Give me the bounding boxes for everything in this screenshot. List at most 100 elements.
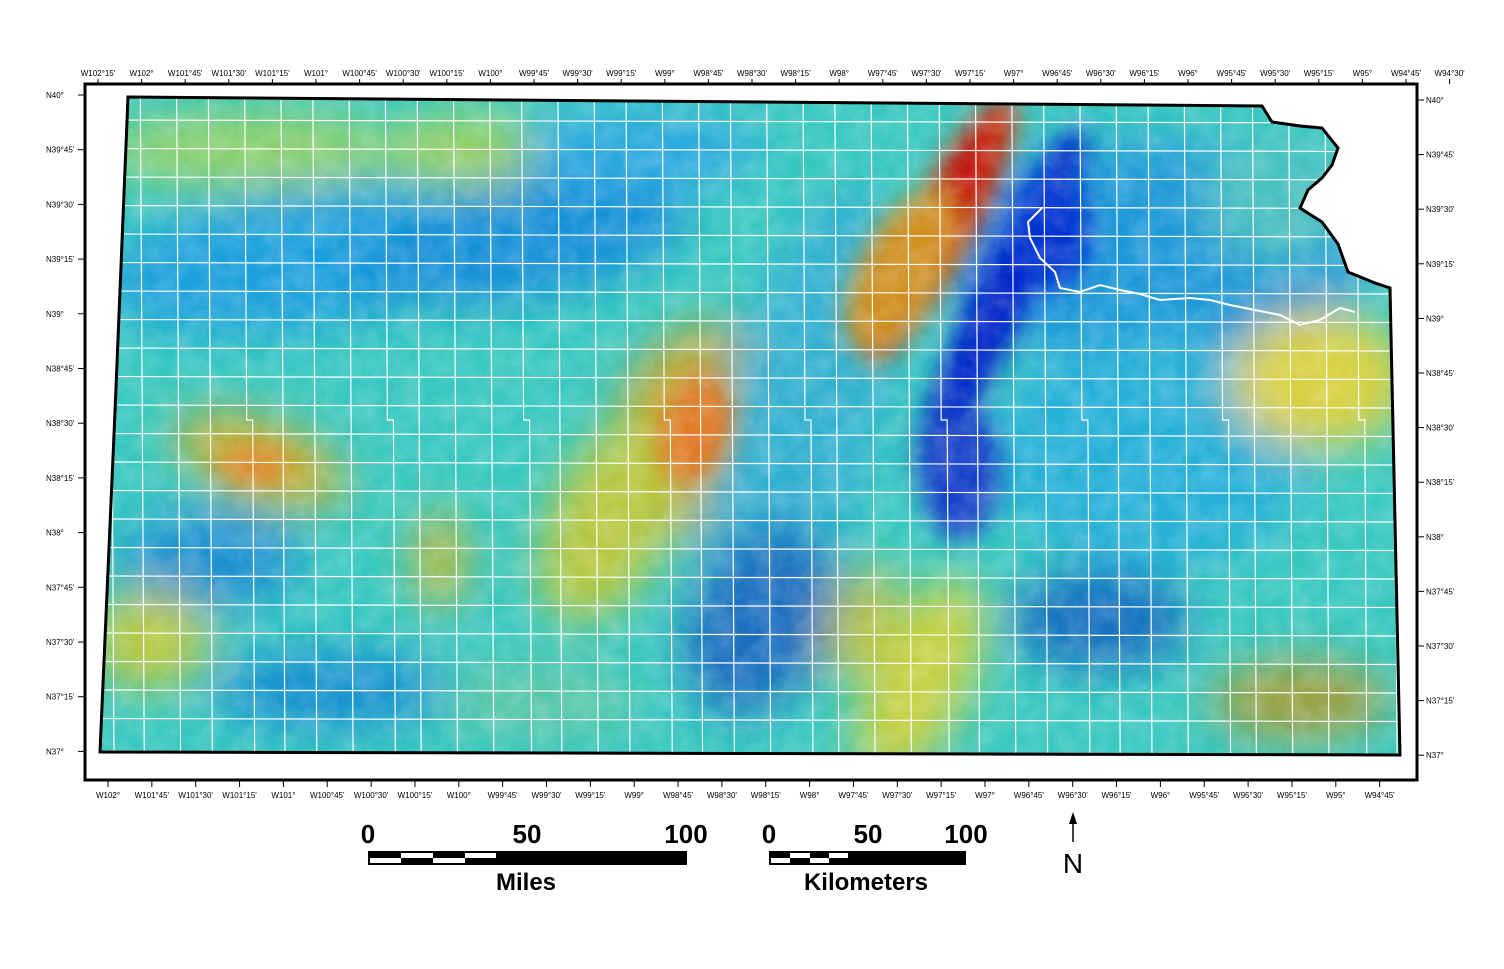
bottom-longitude-label: W101°15' (222, 791, 257, 800)
top-longitude-label: W98°15' (781, 69, 812, 78)
state-outline (98, 95, 1402, 757)
grid-line-vertical (1115, 97, 1121, 755)
top-longitude-label: W101° (304, 69, 328, 78)
bottom-longitude-label: W97° (975, 791, 995, 800)
left-latitude-label: N38° (46, 529, 64, 538)
top-longitude-label: W101°30' (212, 69, 247, 78)
bottom-longitude-label: W95°30' (1233, 791, 1264, 800)
grid-line-horizontal (100, 404, 1400, 409)
grid-line-vertical (557, 97, 563, 755)
bottom-longitude-label: W97°15' (926, 791, 957, 800)
bottom-longitude-label: W96°30' (1058, 791, 1089, 800)
bottom-longitude-label: W98°30' (707, 791, 738, 800)
top-longitude-label: W97°30' (911, 69, 942, 78)
top-longitude-label: W98°45' (693, 69, 724, 78)
top-longitude-label: W95°45' (1217, 69, 1248, 78)
grid-line-vertical (661, 97, 673, 755)
grid-line-vertical (521, 97, 533, 755)
grid-line-horizontal (100, 575, 1400, 580)
grid-line-vertical (1043, 97, 1049, 755)
right-latitude-label: N39°45' (1426, 151, 1455, 160)
top-longitude-label: W98° (829, 69, 849, 78)
grid-line-vertical (1251, 97, 1257, 755)
left-latitude-label: N39°45' (46, 146, 75, 155)
top-longitude-label: W100°45' (342, 69, 377, 78)
top-longitude-label: W100° (478, 69, 502, 78)
top-longitude-label: W96°30' (1086, 69, 1117, 78)
right-latitude-label: N38°15' (1426, 478, 1455, 487)
grid-line-horizontal (100, 689, 1400, 694)
top-longitude-label: W99°15' (606, 69, 637, 78)
right-latitude-label: N37° (1426, 751, 1444, 760)
bottom-longitude-label: W100° (447, 791, 471, 800)
top-longitude-label: W96° (1178, 69, 1198, 78)
grid-line-vertical (729, 97, 735, 755)
right-latitude-label: N39° (1426, 314, 1444, 323)
bottom-longitude-label: W96° (1151, 791, 1171, 800)
grid-line-vertical (870, 97, 876, 755)
grid-line-vertical (416, 97, 422, 755)
scale-km-label-100: 100 (944, 819, 987, 849)
right-latitude-label: N40° (1426, 96, 1444, 105)
grid-line-vertical (384, 97, 396, 755)
bottom-longitude-label: W97°45' (838, 791, 869, 800)
top-longitude-label: W94°30' (1435, 69, 1466, 78)
grid-line-vertical (452, 97, 459, 755)
grid-line-vertical (698, 97, 704, 755)
bottom-longitude-label: W95°15' (1277, 791, 1308, 800)
bottom-longitude-label: W101°30' (178, 791, 213, 800)
grid-line-vertical (139, 97, 145, 755)
grid-line-vertical (974, 97, 981, 755)
bottom-longitude-label: W95°45' (1189, 791, 1220, 800)
bottom-longitude-label: W102° (96, 791, 120, 800)
right-latitude-labels: N40° N39°45' N39°30' N39°15' N39° N38°45' N38°… (1426, 96, 1455, 760)
right-latitude-label: N39°30' (1426, 205, 1455, 214)
bottom-longitude-label: W96°45' (1014, 791, 1045, 800)
grid-line-vertical (1011, 97, 1017, 755)
grid-line-horizontal (100, 176, 1400, 181)
bottom-longitude-label: W94°45' (1365, 791, 1396, 800)
left-latitude-label: N38°45' (46, 365, 75, 374)
top-longitude-label: W101°15' (255, 69, 290, 78)
scale-km-unit: Kilometers (804, 869, 928, 896)
top-longitude-label: W100°30' (386, 69, 421, 78)
left-latitude-labels: N40° N39°45' N39°30' N39°15' N39° N38°45' N38°… (46, 91, 75, 756)
bottom-longitude-label: W95° (1326, 791, 1346, 800)
grid-line-vertical (802, 97, 814, 755)
scale-bar-km: 0 50 100 Kilometers (762, 819, 988, 896)
bottom-longitude-label: W99°15' (575, 791, 606, 800)
grid-line-vertical (207, 97, 213, 755)
top-longitude-label: W101°45' (168, 69, 203, 78)
left-latitude-label: N37°45' (46, 583, 75, 592)
top-longitude-label: W95° (1353, 69, 1373, 78)
left-latitude-label: N37°15' (46, 693, 75, 702)
right-latitude-label: N39°15' (1426, 260, 1455, 269)
right-latitude-label: N37°15' (1426, 697, 1455, 706)
scale-bar-miles: 0 50 100 Miles (361, 819, 708, 896)
grid-line-horizontal (100, 261, 1400, 267)
grid-line-vertical (1288, 97, 1294, 755)
bottom-longitude-label: W98°45' (663, 791, 694, 800)
grid-line-vertical (280, 97, 286, 755)
top-longitude-label: W94°45' (1391, 69, 1422, 78)
top-longitude-label: W96°45' (1042, 69, 1073, 78)
top-longitude-label: W95°30' (1260, 69, 1291, 78)
grid-line-vertical (312, 97, 318, 755)
grid-line-vertical (1183, 97, 1189, 755)
top-longitude-label: W97°45' (868, 69, 899, 78)
grid-line-horizontal (100, 290, 1400, 295)
grid-line-horizontal (100, 432, 1400, 438)
grid-line-horizontal (100, 375, 1400, 381)
north-arrow: N (1063, 812, 1083, 879)
grid-line-vertical (1147, 97, 1153, 755)
grid-line-vertical (938, 97, 950, 755)
scale-miles-label-50: 50 (513, 819, 542, 849)
top-longitude-label: W102°15' (81, 69, 116, 78)
top-longitude-labels: W102°15' W102° W101°45' W101°30' W101°15' W10… (81, 69, 1465, 78)
grid-line-horizontal (100, 119, 1400, 124)
left-latitude-label: N39°15' (46, 255, 75, 264)
top-longitude-label: W99°30' (563, 69, 594, 78)
bottom-longitude-label: W100°15' (398, 791, 433, 800)
top-longitude-label: W99°45' (519, 69, 550, 78)
